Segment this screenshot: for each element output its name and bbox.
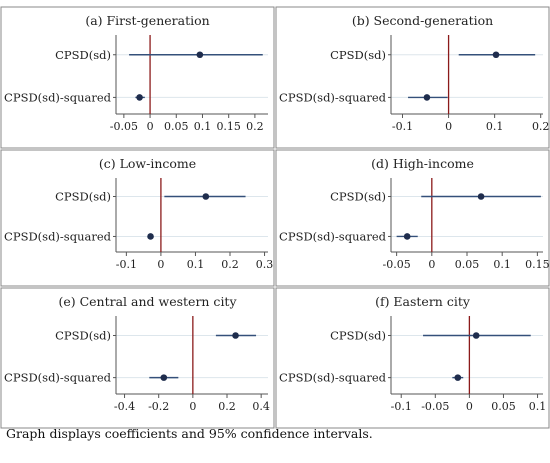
x-tick-label: -0.2	[148, 400, 169, 413]
panel-title: (d) High-income	[371, 156, 474, 171]
coefficient-point-cpsd-sd-squared	[423, 94, 431, 101]
x-tick-label: 0	[445, 120, 452, 133]
coefficient-point-cpsd-sd	[472, 332, 480, 339]
coefficient-point-cpsd-sd-squared	[403, 233, 411, 240]
x-tick-label: 0.1	[486, 120, 504, 133]
panel-frame	[275, 287, 550, 429]
x-tick-label: 0.05	[455, 258, 480, 271]
panel-title: (a) First-generation	[85, 13, 209, 28]
panel-4: (d) High-income CPSD(sd) CPSD(sd)-squared -…	[275, 149, 550, 287]
x-tick-label: 0.1	[493, 258, 511, 271]
x-tick-label: -0.05	[421, 400, 449, 413]
category-label-cpsd-sd: CPSD(sd)	[55, 190, 111, 204]
coefficient-point-cpsd-sd	[196, 51, 204, 59]
panel-title: (c) Low-income	[99, 156, 196, 171]
x-tick-label: -0.1	[116, 258, 137, 271]
panel-3: (c) Low-income CPSD(sd) CPSD(sd)-squared -0…	[0, 149, 275, 287]
panel-frame	[275, 6, 550, 149]
x-tick-label: 0.2	[221, 258, 239, 271]
x-tick-label: -0.1	[392, 120, 413, 133]
category-label-cpsd-sd-squared: CPSD(sd)-squared	[279, 371, 387, 385]
x-tick-label: 0.1	[529, 400, 547, 413]
x-tick-label: -0.1	[391, 400, 412, 413]
x-tick-label: 0.05	[164, 120, 189, 133]
category-label-cpsd-sd-squared: CPSD(sd)-squared	[279, 229, 387, 243]
x-tick-label: -0.05	[110, 120, 138, 133]
category-label-cpsd-sd: CPSD(sd)	[55, 329, 111, 343]
category-label-cpsd-sd-squared: CPSD(sd)-squared	[4, 90, 112, 104]
panel-frame	[0, 149, 275, 287]
panel-frame	[0, 6, 275, 149]
panel-title: (b) Second-generation	[352, 13, 493, 28]
category-label-cpsd-sd: CPSD(sd)	[330, 329, 386, 343]
coefficient-point-cpsd-sd	[492, 51, 500, 59]
x-tick-label: 0.15	[216, 120, 241, 133]
x-tick-label: 0.15	[525, 258, 550, 271]
coefficient-point-cpsd-sd	[477, 193, 485, 200]
x-tick-label: 0	[189, 400, 196, 413]
x-tick-label: -0.05	[383, 258, 411, 271]
x-tick-label: -0.4	[114, 400, 135, 413]
x-tick-label: 0	[147, 120, 154, 133]
panel-2: (b) Second-generation CPSD(sd) CPSD(sd)-sq…	[275, 6, 550, 149]
x-tick-label: 0.1	[194, 120, 212, 133]
x-tick-label: 0.4	[252, 400, 270, 413]
x-tick-label: 0	[466, 400, 473, 413]
panel-5: (e) Central and western city CPSD(sd) CPSD…	[0, 287, 275, 429]
x-tick-label: 0.2	[532, 120, 550, 133]
category-label-cpsd-sd: CPSD(sd)	[55, 48, 111, 62]
panel-1: (a) First-generation CPSD(sd) CPSD(sd)-squ…	[0, 6, 275, 149]
coefficient-point-cpsd-sd	[232, 332, 239, 339]
x-tick-label: 0	[428, 258, 435, 271]
category-label-cpsd-sd-squared: CPSD(sd)-squared	[279, 90, 387, 104]
panel-6: (f) Eastern city CPSD(sd) CPSD(sd)-squared…	[275, 287, 550, 429]
coefficient-point-cpsd-sd-squared	[160, 374, 168, 381]
coefficient-point-cpsd-sd	[202, 193, 210, 200]
x-tick-label: 0.3	[256, 258, 274, 271]
panel-title: (e) Central and western city	[58, 294, 237, 309]
figure-caption: Graph displays coefficients and 95% conf…	[6, 426, 373, 441]
category-label-cpsd-sd: CPSD(sd)	[330, 48, 386, 62]
category-label-cpsd-sd: CPSD(sd)	[330, 190, 386, 204]
x-tick-label: 0	[157, 258, 164, 271]
x-tick-label: 0.1	[187, 258, 205, 271]
panel-frame	[0, 287, 275, 429]
x-tick-label: 0.2	[246, 120, 264, 133]
panel-title: (f) Eastern city	[375, 294, 471, 309]
coefficient-point-cpsd-sd-squared	[454, 374, 462, 381]
coefficient-point-cpsd-sd-squared	[147, 233, 154, 240]
coefficient-point-cpsd-sd-squared	[136, 94, 143, 101]
category-label-cpsd-sd-squared: CPSD(sd)-squared	[4, 229, 112, 243]
panel-frame	[275, 149, 550, 287]
x-tick-label: 0.2	[218, 400, 236, 413]
x-tick-label: 0.05	[491, 400, 516, 413]
category-label-cpsd-sd-squared: CPSD(sd)-squared	[4, 371, 112, 385]
